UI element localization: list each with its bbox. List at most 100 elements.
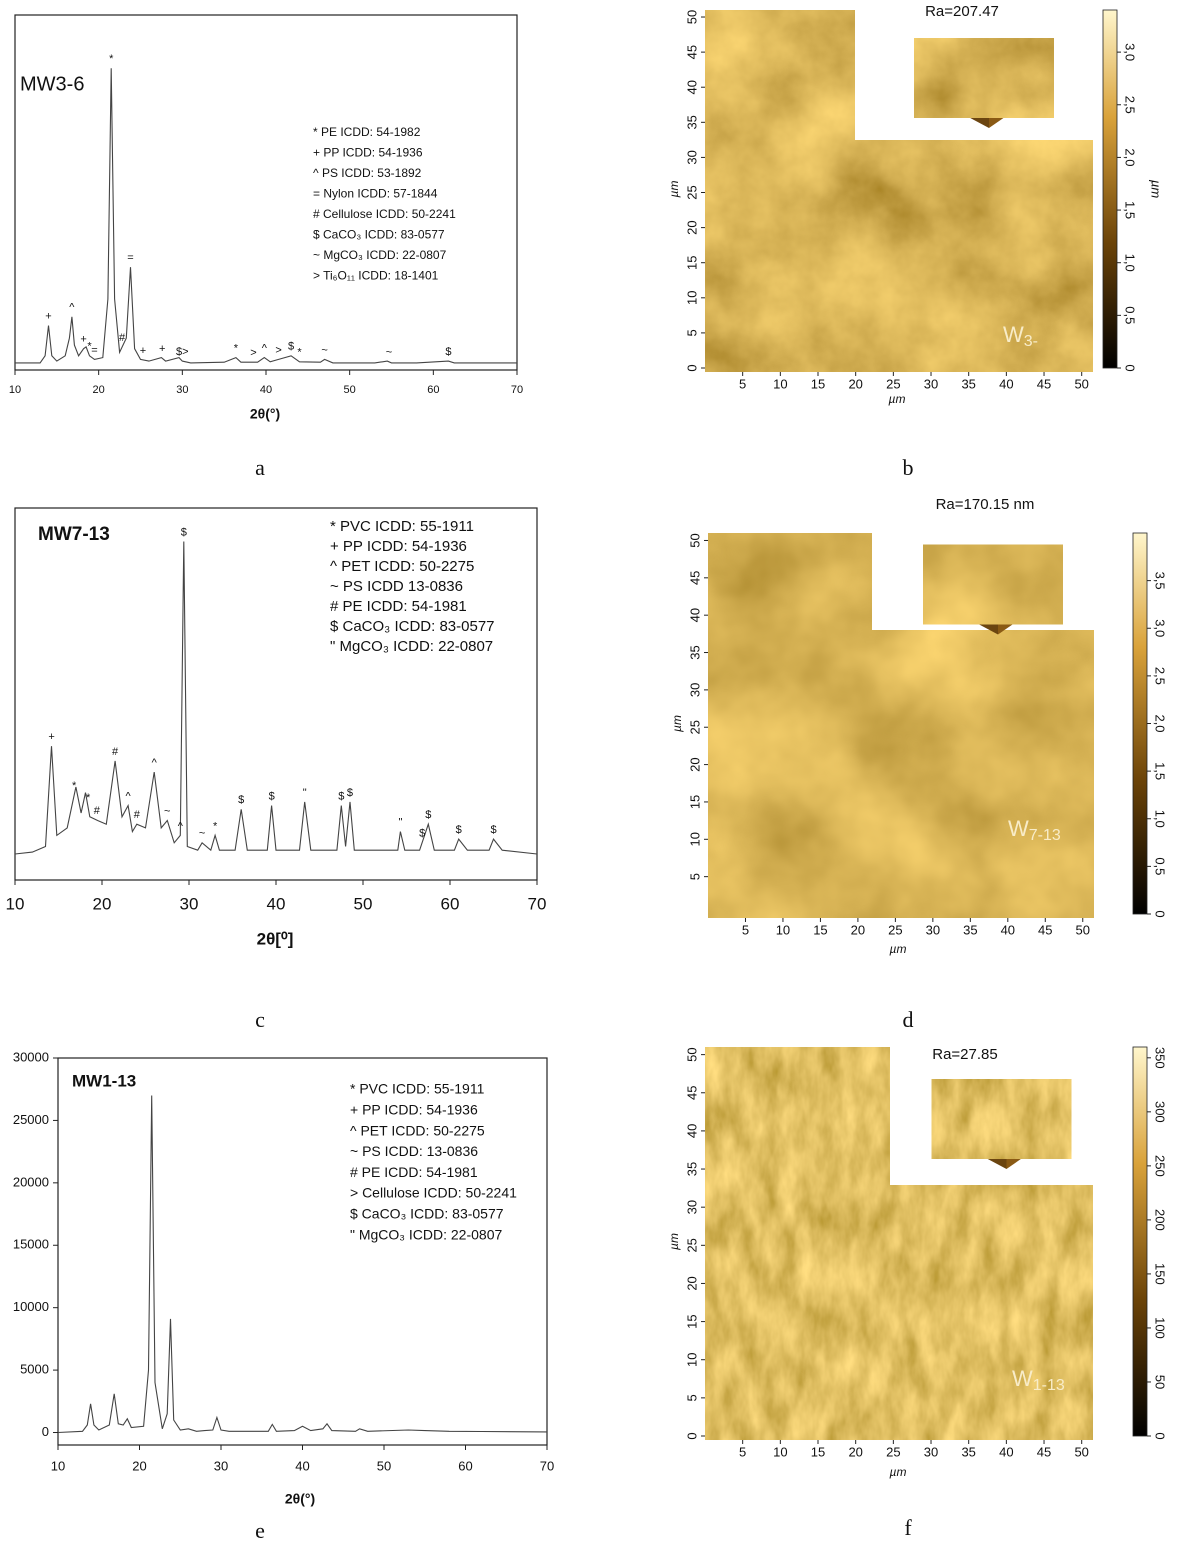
x-tick-label: 35 (963, 922, 977, 937)
peak-label: " (398, 817, 402, 829)
y-tick-label: 25 (684, 1238, 699, 1252)
peak-label: $ (445, 346, 451, 358)
x-tick-label: 40 (999, 1444, 1013, 1459)
x-tick-label: 10 (51, 1458, 65, 1473)
legend-line: " MgCO₃ ICDD: 22-0807 (350, 1226, 502, 1242)
y-tick-label: 10000 (13, 1299, 49, 1314)
x-tick-label: 20 (848, 1444, 862, 1459)
colorbar-tick-label: 3,5 (1153, 572, 1168, 590)
sample-label: W3- (1003, 322, 1038, 350)
y-tick-label: 5 (684, 329, 699, 336)
x-axis-label: 2θ(°) (250, 406, 280, 422)
y-tick-label: 30 (684, 150, 699, 164)
inset-3d-surface (914, 38, 1054, 118)
colorbar-tick-label: 2,0 (1123, 148, 1138, 166)
legend-line: ~ MgCO₃ ICDD: 22-0807 (313, 248, 447, 262)
legend-line: " MgCO₃ ICDD: 22-0807 (330, 638, 493, 655)
x-tick-label: 50 (377, 1458, 391, 1473)
y-tick-label: 45 (684, 1086, 699, 1100)
legend-line: # PE ICDD: 54-1981 (350, 1164, 478, 1180)
x-tick-label: 60 (441, 894, 460, 913)
x-tick-label: 30 (180, 894, 199, 913)
x-axis-label: µm (890, 1465, 907, 1479)
y-tick-label: 5 (687, 873, 702, 880)
legend-line: > Ti₆O₁₁ ICDD: 18-1401 (313, 269, 439, 283)
y-tick-label: 40 (687, 608, 702, 622)
peak-label: * (297, 347, 302, 359)
panel-caption: c (255, 1007, 265, 1032)
colorbar-tick-label: 0 (1153, 1432, 1168, 1439)
xrd-line (14, 541, 538, 855)
y-tick-label: 40 (684, 80, 699, 94)
colorbar (1132, 1046, 1148, 1437)
x-tick-label: 45 (1037, 1444, 1051, 1459)
y-axis-label: µm (667, 181, 681, 198)
legend-line: + PP ICDD: 54-1936 (313, 146, 423, 160)
peak-label: + (159, 343, 165, 355)
y-tick-label: 10 (684, 291, 699, 305)
y-tick-label: 20 (684, 220, 699, 234)
x-tick-label: 40 (260, 384, 272, 396)
legend-line: + PP ICDD: 54-1936 (330, 538, 467, 555)
peak-label: # (119, 332, 126, 344)
inset-3d-side (1006, 1114, 1072, 1169)
x-axis-label: µm (890, 942, 907, 956)
colorbar-tick-label: 2,0 (1153, 714, 1168, 732)
legend-line: = Nylon ICDD: 57-1844 (313, 187, 438, 201)
peak-label: ^ (126, 791, 132, 803)
peak-label: ~ (164, 805, 170, 817)
x-tick-label: 20 (93, 894, 112, 913)
x-tick-label: 5 (739, 376, 746, 391)
colorbar-tick-label: 0 (1123, 364, 1138, 371)
peak-label: $ (269, 791, 275, 803)
colorbar-tick-label: 0,5 (1123, 306, 1138, 324)
x-tick-label: 30 (926, 922, 940, 937)
peak-label: = (127, 252, 133, 264)
peak-label: ~ (386, 347, 392, 359)
y-tick-label: 50 (684, 10, 699, 24)
peak-label: $ (456, 824, 462, 836)
y-tick-label: 25 (684, 185, 699, 199)
x-tick-label: 15 (811, 1444, 825, 1459)
peak-label: * (234, 342, 239, 354)
chart-title: MW1-13 (72, 1071, 136, 1090)
peak-label: > (275, 344, 281, 356)
peak-label: ^ (152, 757, 158, 769)
x-tick-label: 5 (742, 922, 749, 937)
sample-name: W (1008, 816, 1029, 841)
colorbar-tick-label: 250 (1153, 1155, 1168, 1177)
peak-label: + (45, 311, 51, 323)
x-tick-label: 60 (427, 384, 439, 396)
x-tick-label: 20 (93, 384, 105, 396)
colorbar-tick-label: 0 (1153, 910, 1168, 917)
inset-3d-surface (923, 544, 1063, 625)
colorbar (1102, 9, 1118, 369)
colorbar-tick-label: 1,0 (1153, 810, 1168, 828)
y-tick-label: 20 (684, 1276, 699, 1290)
xrd-line (15, 68, 517, 364)
inset-3d-side (931, 1119, 1007, 1169)
roughness-label: Ra=207.47 (925, 3, 999, 20)
inset-3d-side (914, 78, 989, 128)
peak-label: ~ (199, 828, 205, 840)
x-tick-label: 50 (344, 384, 356, 396)
sample-subscript: 7-13 (1029, 827, 1061, 844)
peak-label: + (48, 731, 54, 743)
peak-label: # (94, 805, 101, 817)
y-axis-label: µm (670, 715, 684, 732)
colorbar-tick-label: 1,5 (1153, 762, 1168, 780)
y-tick-label: 15 (687, 795, 702, 809)
sample-subscript: 3- (1024, 333, 1038, 350)
x-tick-label: 30 (176, 384, 188, 396)
x-tick-label: 30 (924, 376, 938, 391)
peak-label: * (72, 780, 77, 792)
y-tick-label: 0 (684, 364, 699, 371)
y-tick-label: 45 (687, 571, 702, 585)
peak-label: + (80, 334, 86, 346)
peak-label: " (303, 787, 307, 799)
x-tick-label: 50 (1074, 1444, 1088, 1459)
sample-name: W (1012, 1366, 1033, 1391)
colorbar-tick-label: 3,0 (1153, 619, 1168, 637)
sample-label: W7-13 (1008, 816, 1061, 844)
